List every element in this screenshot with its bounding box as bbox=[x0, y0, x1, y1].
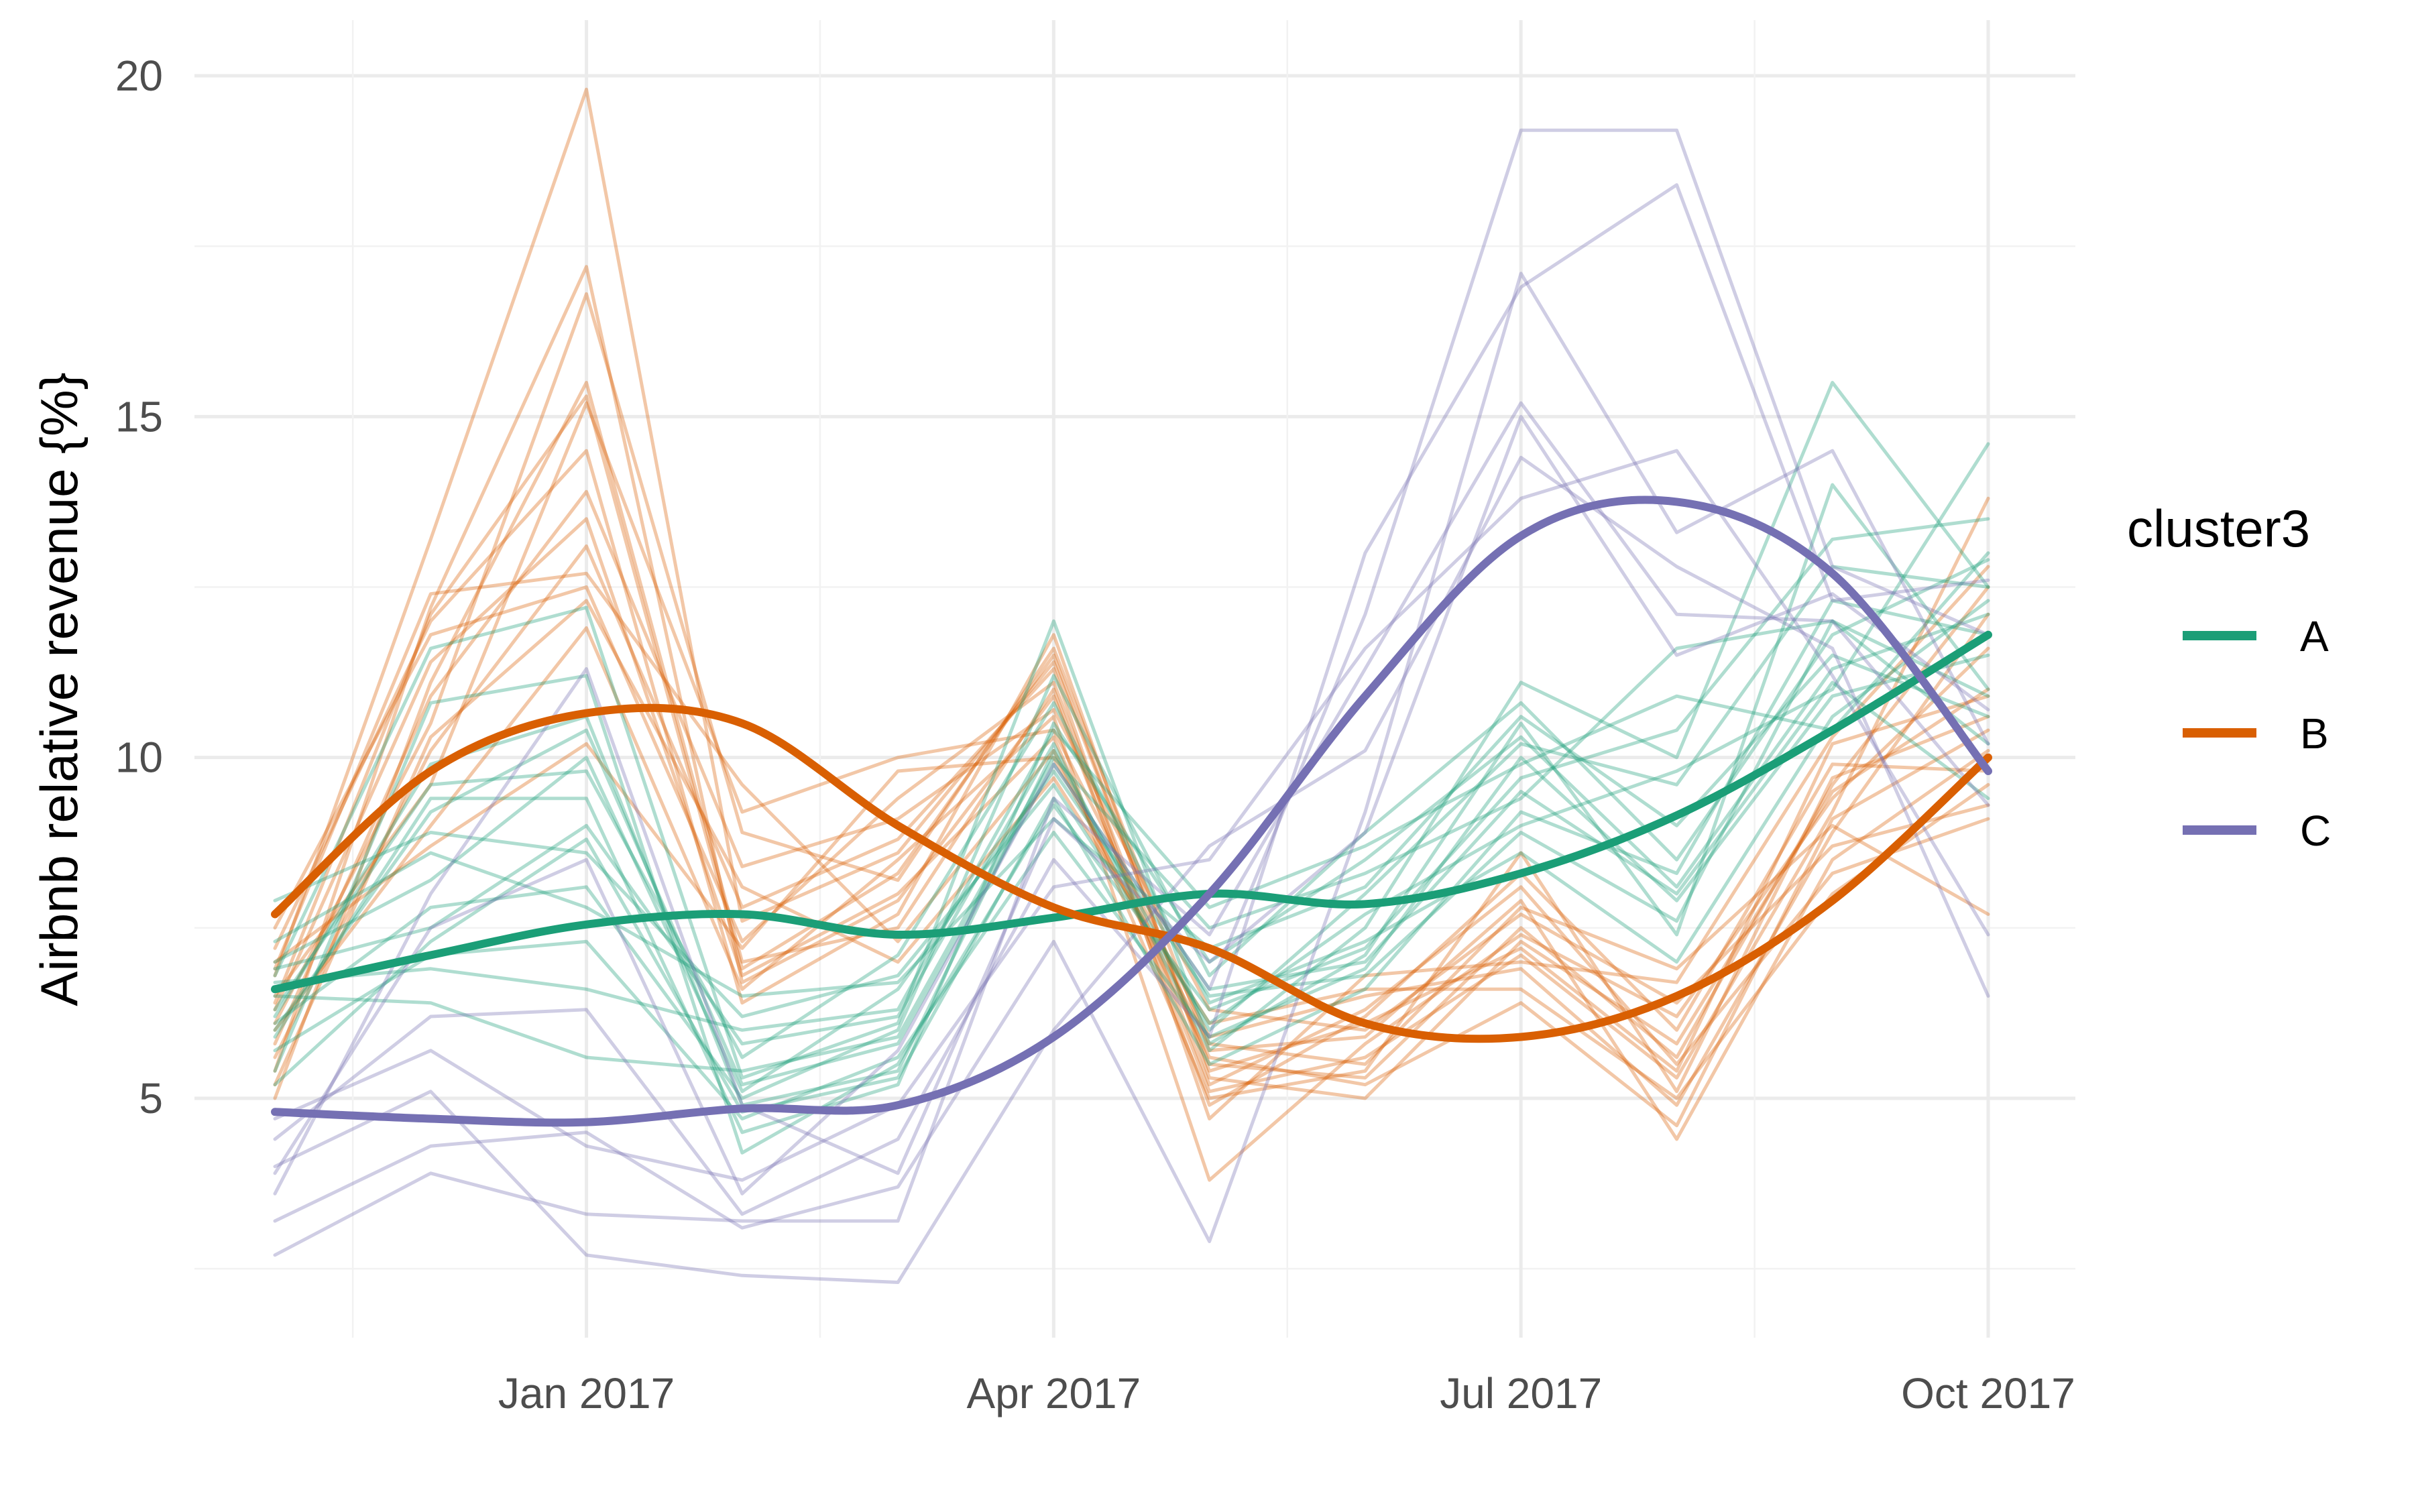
y-tick-label: 5 bbox=[139, 1074, 163, 1122]
axes: 5 10 15 20 Jan 2017 Apr 2017 Jul 2017 Oct 2017 bbox=[115, 52, 2075, 1417]
x-tick-label: Jan 2017 bbox=[498, 1369, 675, 1417]
series-b-line bbox=[273, 394, 1990, 1073]
series-b-line bbox=[273, 401, 1990, 1107]
series-c-line bbox=[273, 449, 1990, 1182]
series-c-smooth-line bbox=[271, 496, 1992, 1127]
x-tick-label: Apr 2017 bbox=[966, 1369, 1141, 1417]
series-a-line bbox=[273, 612, 1990, 1135]
legend-item-b: B bbox=[2183, 709, 2329, 758]
legend-label-c: C bbox=[2300, 807, 2331, 855]
series-a-line bbox=[273, 681, 1990, 1087]
x-tick-label: Oct 2017 bbox=[1901, 1369, 2075, 1417]
series-b-smooth-line bbox=[271, 703, 1992, 1043]
series-c-line bbox=[273, 401, 1990, 1257]
series-c-line bbox=[273, 272, 1990, 1243]
series-a-line bbox=[273, 551, 1990, 1032]
smooth-lines bbox=[271, 496, 1992, 1127]
legend-label-b: B bbox=[2300, 709, 2329, 758]
series-a-line bbox=[273, 653, 1990, 998]
series-b-line bbox=[273, 544, 1990, 1120]
y-tick-label: 10 bbox=[115, 734, 163, 782]
y-tick-label: 20 bbox=[115, 52, 163, 100]
series-c-line bbox=[273, 414, 1990, 1196]
legend-item-a: A bbox=[2183, 612, 2329, 660]
individual-lines bbox=[273, 87, 1990, 1284]
x-tick-label: Jul 2017 bbox=[1440, 1369, 1602, 1417]
series-b-line bbox=[273, 265, 1990, 1094]
series-b-line bbox=[273, 449, 1990, 1100]
legend-item-c: C bbox=[2183, 807, 2331, 855]
series-b-line bbox=[273, 292, 1990, 1141]
series-a-line bbox=[273, 599, 1990, 1059]
series-b-line bbox=[273, 87, 1990, 1080]
y-tick-label: 15 bbox=[115, 392, 163, 441]
series-a-line bbox=[273, 381, 1990, 1053]
legend: cluster3 A B C bbox=[2127, 499, 2331, 855]
legend-items: A B C bbox=[2183, 612, 2331, 855]
y-axis-title: Airbnb relative revenue {%} bbox=[30, 372, 89, 1006]
series-a-line bbox=[273, 558, 1990, 1100]
series-c-line bbox=[273, 128, 1990, 1196]
legend-label-a: A bbox=[2300, 612, 2329, 660]
series-b-line bbox=[273, 585, 1990, 1087]
series-a-line bbox=[273, 653, 1990, 1120]
series-a-smooth-line bbox=[271, 630, 1992, 994]
series-b-line bbox=[273, 517, 1990, 1100]
legend-title: cluster3 bbox=[2127, 499, 2310, 558]
series-c-line bbox=[273, 183, 1990, 1216]
series-b-line bbox=[273, 489, 1990, 1046]
series-a-line bbox=[273, 483, 1990, 1080]
series-a-line bbox=[273, 565, 1990, 1107]
series-c-line bbox=[273, 455, 1990, 1284]
series-a-line bbox=[273, 619, 1990, 1094]
series-a-line bbox=[273, 619, 1990, 1073]
